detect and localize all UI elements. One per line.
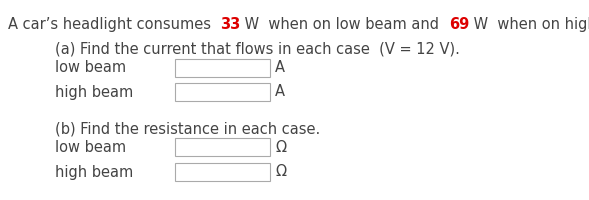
Text: A: A [275,84,285,99]
Text: low beam: low beam [55,140,126,154]
Text: Ω: Ω [275,140,286,154]
Text: (b) Find the resistance in each case.: (b) Find the resistance in each case. [55,121,320,136]
Text: 69: 69 [449,17,469,32]
Text: low beam: low beam [55,60,126,75]
Text: (a) Find the current that flows in each case  (V = 12 V).: (a) Find the current that flows in each … [55,42,460,57]
Text: high beam: high beam [55,84,133,99]
Text: 33: 33 [220,17,240,32]
Bar [175,59,270,77]
Bar [175,83,270,101]
Text: Ω: Ω [275,164,286,180]
Text: W  when on high beam.: W when on high beam. [469,17,589,32]
Text: high beam: high beam [55,164,133,180]
Text: A: A [275,60,285,75]
Text: A car’s headlight consumes: A car’s headlight consumes [8,17,220,32]
Bar [175,163,270,181]
Text: W  when on low beam and: W when on low beam and [240,17,449,32]
Bar [175,138,270,156]
